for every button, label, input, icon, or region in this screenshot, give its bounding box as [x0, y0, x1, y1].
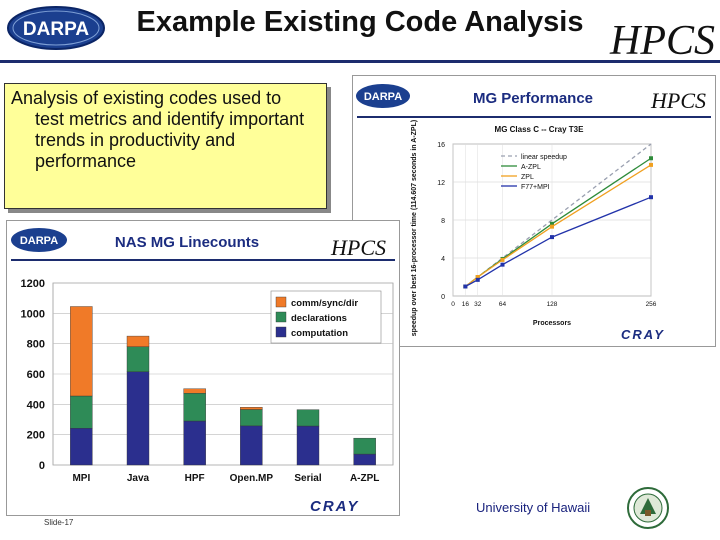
mg-legend-label: linear speedup: [521, 154, 567, 161]
nas-legend-swatch: [275, 326, 287, 338]
nas-y-tick-label: 0: [39, 460, 45, 472]
nas-stacked-bar-chart: 0 200 400 600 800 1000 1200 MPI Java HPF Open.MP Se…: [21, 278, 394, 484]
nas-linecounts-panel: DARPA NAS MG Linecounts HPCS 0 200 400 600 8…: [6, 220, 400, 516]
darpa-logo-text: DARPA: [23, 19, 89, 40]
nas-bar-segment: [183, 388, 206, 394]
mg-hpcs-logo: HPCS: [650, 88, 706, 113]
nas-darpa-logo: DARPA: [11, 228, 67, 252]
hpcs-logo-text: HPCS: [609, 18, 715, 64]
mg-chart-title: MG Class C -- Cray T3E: [495, 125, 585, 134]
mg-x-tick-label: 128: [547, 301, 558, 308]
nas-legend-label: computation: [291, 328, 348, 339]
nas-linecounts-figure: DARPA NAS MG Linecounts HPCS 0 200 400 600 8…: [11, 228, 395, 484]
mg-y-tick-label: 0: [441, 294, 445, 301]
mg-y-tick-label: 16: [437, 142, 445, 149]
nas-x-tick-label: A-ZPL: [350, 473, 379, 484]
nas-bar-segment: [296, 425, 320, 466]
mg-darpa-text: DARPA: [364, 91, 402, 103]
nas-darpa-text: DARPA: [20, 235, 58, 247]
mg-x-tick-label: 256: [646, 301, 657, 308]
nas-legend-label: declarations: [291, 313, 347, 324]
mg-y-tick-label: 12: [437, 180, 445, 187]
footer-university: University of Hawaii: [476, 500, 591, 515]
nas-x-tick-label: MPI: [72, 473, 90, 484]
nas-bar-segment: [183, 420, 206, 466]
nas-y-tick-label: 1200: [21, 278, 45, 290]
mg-data-point: [475, 275, 480, 279]
title-underline: [0, 60, 720, 63]
nas-bar-segment: [126, 335, 150, 347]
nas-x-tick-label: Open.MP: [230, 473, 274, 484]
callout-text-rest: test metrics and identify important tren…: [35, 109, 305, 171]
mg-legend-label: F77+MPI: [521, 184, 550, 191]
mg-performance-panel: DARPA MG Performance HPCS MG Class C -- …: [352, 75, 716, 347]
nas-bar-segment: [240, 407, 263, 410]
nas-legend-label: comm/sync/dir: [291, 298, 358, 309]
nas-x-tick-label: Java: [127, 473, 150, 484]
nas-y-tick-label: 600: [27, 369, 45, 381]
mg-data-point: [475, 277, 480, 282]
nas-y-tick-label: 1000: [21, 308, 45, 320]
nas-bar-segment: [353, 453, 376, 466]
nas-bar-segment: [126, 346, 150, 372]
nas-bar-segment: [240, 409, 263, 427]
nas-y-tick-label: 400: [27, 399, 45, 411]
callout-text-line1: Analysis of existing codes used to: [11, 88, 282, 108]
mg-x-tick-label: 64: [499, 301, 507, 308]
nas-bar-segment: [70, 306, 93, 397]
mg-data-point: [649, 156, 653, 161]
nas-bar-segment: [240, 425, 263, 466]
nas-y-tick-label: 200: [27, 430, 45, 442]
nas-y-tick-label: 800: [27, 339, 45, 351]
mg-legend-label: ZPL: [521, 174, 534, 181]
mg-data-point: [463, 284, 468, 289]
mg-data-point: [550, 224, 554, 229]
nas-legend-swatch: [275, 296, 287, 308]
slide-number: Slide-17: [44, 518, 74, 527]
nas-bar-segment: [70, 428, 93, 466]
nas-legend-swatch: [275, 311, 287, 323]
mg-data-point: [649, 195, 653, 200]
mg-x-axis-label: Processors: [533, 320, 571, 327]
mg-cray-logo: CRAY: [621, 327, 665, 342]
nas-bar-segment: [296, 409, 320, 427]
mg-x-tick-label: 32: [474, 301, 482, 308]
mg-y-tick-label: 8: [441, 218, 445, 225]
nas-bar-segment: [126, 371, 150, 466]
mg-panel-header: MG Performance: [473, 90, 593, 107]
mg-y-axis-label: speedup over best 16-processor time (114…: [411, 120, 418, 336]
mg-data-point: [550, 221, 554, 226]
slide-title: Example Existing Code Analysis: [136, 6, 584, 38]
mg-x-tick-label: 16: [462, 301, 470, 308]
nas-hpcs-logo: HPCS: [330, 235, 386, 260]
mg-darpa-logo: DARPA: [356, 84, 410, 108]
darpa-logo: DARPA: [7, 6, 105, 50]
mg-x-tick-label: 0: [451, 301, 455, 308]
nas-bar-segment: [183, 393, 206, 422]
mg-y-tick-label: 4: [441, 256, 445, 263]
university-seal-icon: [627, 487, 669, 529]
nas-bar-segment: [353, 437, 376, 455]
mg-data-point: [649, 162, 653, 167]
nas-legend-box: [270, 290, 382, 344]
cray-logo: CRAY: [310, 498, 359, 514]
nas-panel-header: NAS MG Linecounts: [115, 234, 259, 251]
mg-data-point: [550, 235, 554, 240]
mg-data-point: [500, 262, 505, 267]
mg-line-chart: 0 4 8 12 16 0 16 32 64 128 256 linear speedup A-ZPL Z…: [437, 142, 657, 308]
nas-bar-segment: [70, 395, 93, 429]
nas-x-tick-label: HPF: [185, 473, 205, 484]
hpcs-logo: HPCS: [609, 18, 715, 64]
mg-performance-figure: DARPA MG Performance HPCS MG Class C -- …: [353, 76, 715, 342]
mg-legend-label: A-ZPL: [521, 164, 541, 171]
nas-x-tick-label: Serial: [294, 473, 321, 484]
mg-data-point: [500, 257, 505, 262]
cray-logo-text: CRAY: [310, 498, 359, 514]
callout-box: Analysis of existing codes used to test …: [4, 83, 327, 209]
